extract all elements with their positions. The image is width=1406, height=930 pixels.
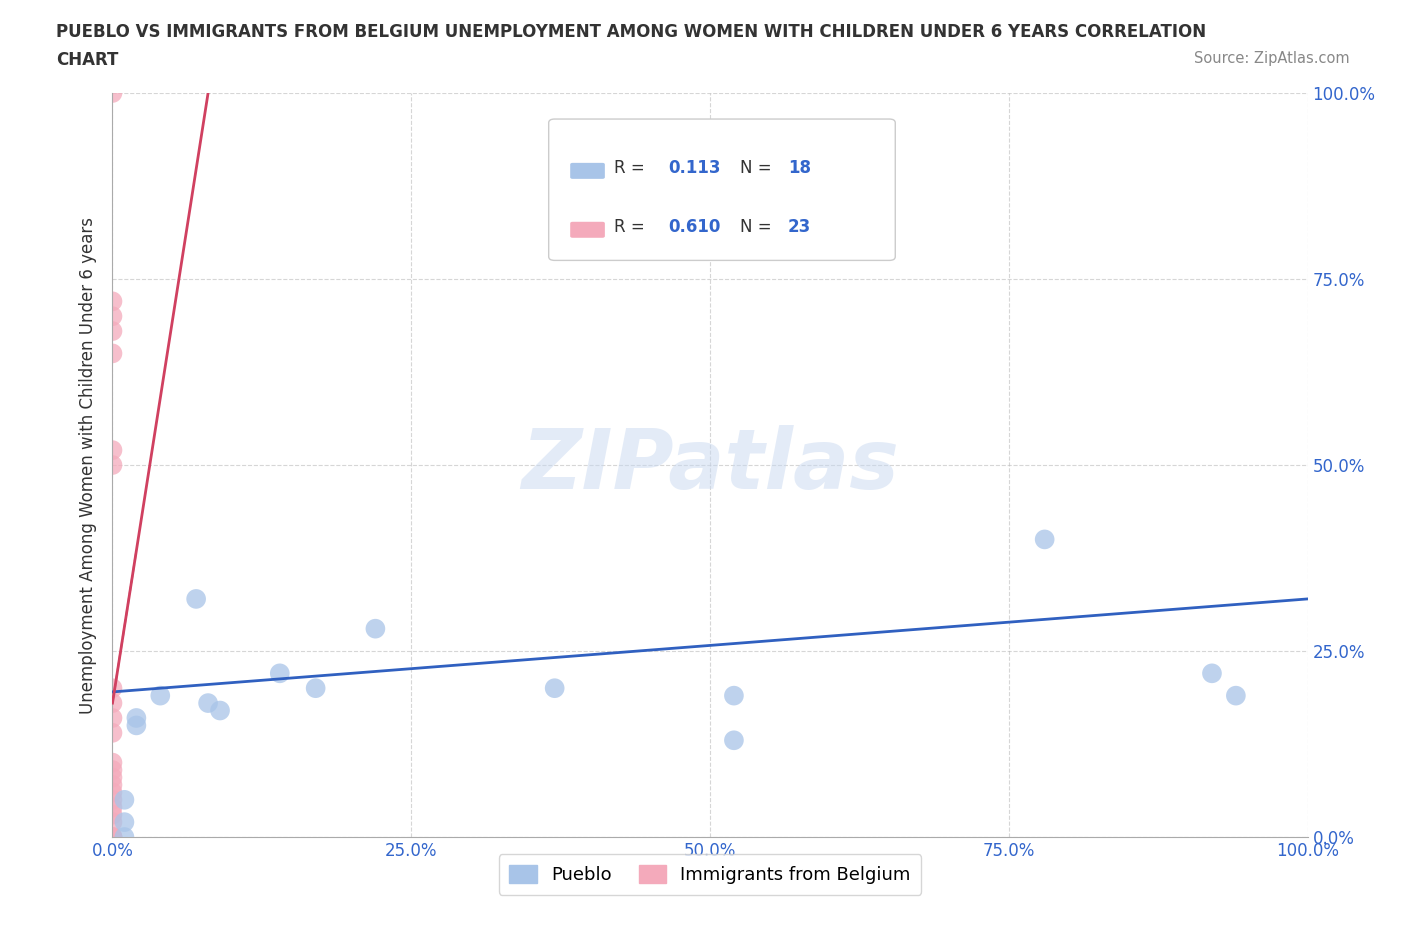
Point xyxy=(101,770,124,785)
Point xyxy=(101,725,124,740)
Point xyxy=(101,696,124,711)
Text: 0.113: 0.113 xyxy=(668,159,721,177)
Point xyxy=(149,688,172,703)
Point xyxy=(101,294,124,309)
Point xyxy=(101,830,124,844)
Text: R =: R = xyxy=(614,159,651,177)
Point xyxy=(101,763,124,777)
Point xyxy=(186,591,208,606)
Text: PUEBLO VS IMMIGRANTS FROM BELGIUM UNEMPLOYMENT AMONG WOMEN WITH CHILDREN UNDER 6: PUEBLO VS IMMIGRANTS FROM BELGIUM UNEMPL… xyxy=(56,23,1206,41)
Point xyxy=(1225,688,1247,703)
Point xyxy=(101,830,124,844)
Point xyxy=(1033,532,1056,547)
Text: N =: N = xyxy=(740,159,776,177)
Point xyxy=(101,458,124,472)
Point xyxy=(101,830,124,844)
Point xyxy=(125,718,148,733)
Point xyxy=(101,755,124,770)
Point xyxy=(269,666,291,681)
Point xyxy=(101,777,124,792)
Point xyxy=(1201,666,1223,681)
Text: R =: R = xyxy=(614,218,651,235)
Point xyxy=(101,785,124,800)
Point xyxy=(114,830,135,844)
Point xyxy=(101,792,124,807)
Point xyxy=(101,681,124,696)
Text: 18: 18 xyxy=(787,159,811,177)
Point xyxy=(364,621,387,636)
FancyBboxPatch shape xyxy=(548,119,896,260)
FancyBboxPatch shape xyxy=(571,221,605,238)
Point xyxy=(101,711,124,725)
Point xyxy=(101,324,124,339)
Legend: Pueblo, Immigrants from Belgium: Pueblo, Immigrants from Belgium xyxy=(499,854,921,895)
Text: N =: N = xyxy=(740,218,776,235)
Point xyxy=(125,711,148,725)
Point xyxy=(723,688,745,703)
Point xyxy=(101,800,124,815)
Point xyxy=(101,443,124,458)
Text: ZIPatlas: ZIPatlas xyxy=(522,424,898,506)
Point xyxy=(101,309,124,324)
Point xyxy=(101,807,124,822)
Text: 0.610: 0.610 xyxy=(668,218,721,235)
Text: 23: 23 xyxy=(787,218,811,235)
Point xyxy=(101,86,124,100)
Point xyxy=(114,815,135,830)
Text: Source: ZipAtlas.com: Source: ZipAtlas.com xyxy=(1194,51,1350,66)
Point xyxy=(101,815,124,830)
Point xyxy=(209,703,232,718)
Point xyxy=(723,733,745,748)
Point xyxy=(114,792,135,807)
Point xyxy=(305,681,328,696)
Point xyxy=(101,346,124,361)
Point xyxy=(197,696,219,711)
Y-axis label: Unemployment Among Women with Children Under 6 years: Unemployment Among Women with Children U… xyxy=(79,217,97,713)
Text: CHART: CHART xyxy=(56,51,118,69)
FancyBboxPatch shape xyxy=(571,163,605,179)
Point xyxy=(543,681,565,696)
